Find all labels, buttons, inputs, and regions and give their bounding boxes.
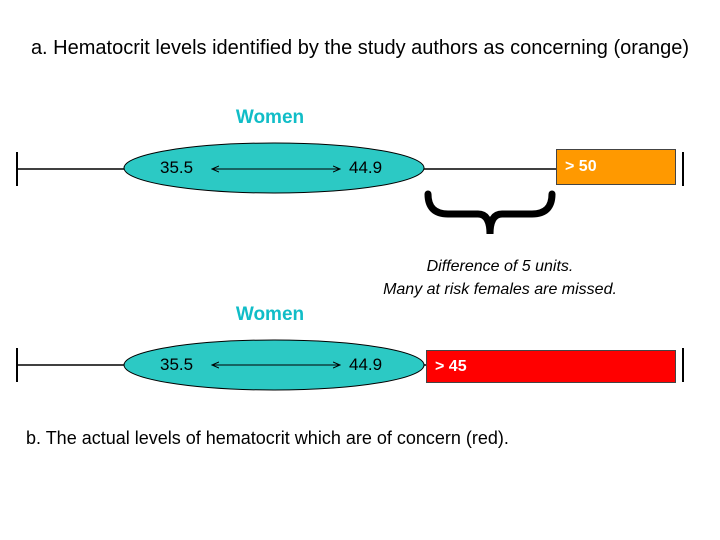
top-threshold-box: > 50 bbox=[556, 149, 676, 185]
difference-brace bbox=[424, 190, 556, 235]
top-group-label: Women bbox=[235, 107, 305, 128]
caption-b: b. The actual levels of hematocrit which… bbox=[26, 428, 509, 448]
top-high-value: 44.9 bbox=[349, 158, 383, 177]
bottom-scale bbox=[16, 339, 684, 391]
bottom-high-value: 44.9 bbox=[349, 355, 383, 374]
top-low-value: 35.5 bbox=[160, 158, 194, 177]
bottom-threshold-box: > 45 bbox=[426, 350, 676, 383]
top-scale bbox=[16, 142, 684, 194]
heading-a: a. Hematocrit levels identified by the s… bbox=[30, 37, 690, 59]
bottom-group-label: Women bbox=[235, 304, 305, 325]
difference-note-line1: Difference of 5 units. bbox=[426, 258, 574, 275]
bottom-low-value: 35.5 bbox=[160, 355, 194, 374]
difference-note-line2: Many at risk females are missed. bbox=[383, 281, 617, 298]
